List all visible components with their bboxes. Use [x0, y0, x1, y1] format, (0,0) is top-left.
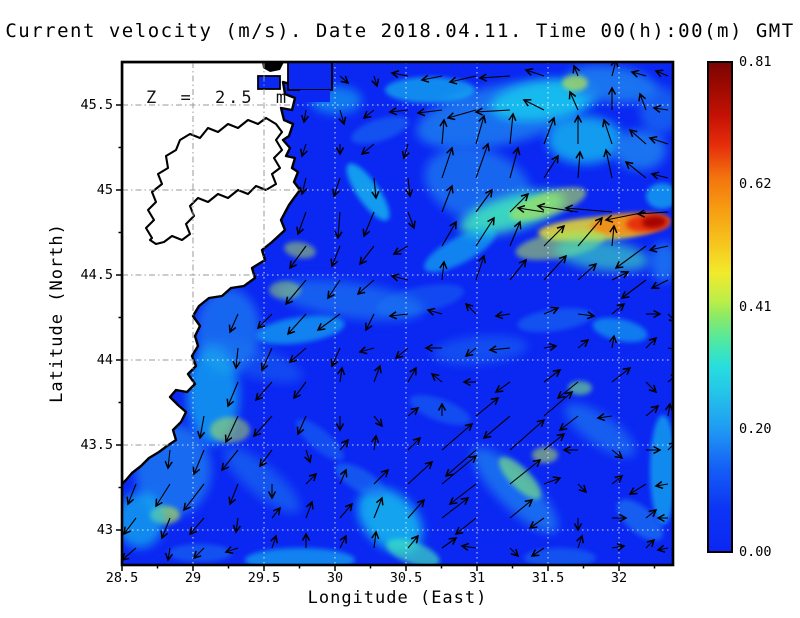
colorbar-tick-label: 0.41: [739, 299, 772, 315]
x-tick-label: 30.5: [389, 570, 423, 586]
current-vectors: [122, 62, 673, 560]
x-tick-label: 32: [610, 570, 628, 586]
colorbar: [707, 61, 733, 553]
plot-frame: [120, 60, 675, 567]
colorbar-tick-label: 0.20: [739, 421, 772, 437]
x-tick-label: 29: [184, 570, 202, 586]
x-tick-label: 31.5: [531, 570, 565, 586]
colorbar-gradient: [707, 61, 733, 553]
depth-annotation: Z = 2.5 m: [146, 88, 290, 108]
axis-ticks: [116, 104, 656, 571]
x-tick-label: 30: [326, 570, 344, 586]
x-tick-label: 28.5: [105, 570, 139, 586]
x-tick-label: 31: [468, 570, 486, 586]
y-tick-label: 45: [96, 182, 113, 198]
islet: [262, 62, 284, 72]
y-tick-label: 44.5: [80, 267, 113, 283]
x-axis-title: Longitude (East): [307, 588, 488, 608]
velocity-heatmap: [122, 65, 673, 565]
y-axis-title: Latitude (North): [47, 223, 67, 403]
coastal-bay: [300, 90, 330, 102]
coastal-bay: [287, 62, 333, 91]
y-tick-label: 43.5: [80, 437, 113, 453]
y-tick-label: 44: [96, 352, 113, 368]
colorbar-tick-label: 0.62: [739, 176, 772, 192]
colorbar-tick-label: 0.81: [739, 54, 772, 70]
y-tick-label: 43: [96, 522, 113, 538]
y-tick-label: 45.5: [80, 97, 113, 113]
plot-title: Current velocity (m/s). Date 2018.04.11.…: [5, 20, 795, 42]
x-tick-label: 29.5: [247, 570, 281, 586]
colorbar-tick-label: 0.00: [739, 544, 772, 560]
lagoon-outline: [144, 116, 284, 246]
